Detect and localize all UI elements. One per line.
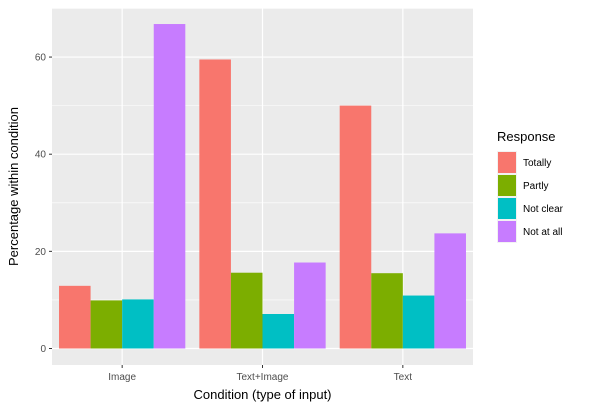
bar-not-at-all-image <box>153 24 186 349</box>
x-tick-label: Text+Image <box>237 372 289 383</box>
legend-label: Totally <box>523 158 551 169</box>
y-axis-title: Percentage within condition <box>6 107 21 266</box>
y-axis: 0 20 40 60 <box>35 53 52 355</box>
bar-not-clear-text <box>402 295 435 349</box>
bar-partly-image <box>90 300 123 349</box>
bar-not-at-all-text-image <box>294 262 326 349</box>
legend-label: Not clear <box>523 204 564 215</box>
bar-partly-text-image <box>230 272 263 349</box>
bar-partly-text <box>371 273 403 349</box>
legend: Response Totally Partly Not clear Not at al… <box>497 129 564 243</box>
legend-key <box>498 221 516 242</box>
bar-totally-text-image <box>199 59 231 349</box>
y-tick-label: 20 <box>35 247 47 258</box>
legend-label: Not at all <box>523 227 562 238</box>
x-tick-label: Image <box>108 372 136 383</box>
legend-title: Response <box>497 129 556 144</box>
bar-not-clear-image <box>122 299 154 349</box>
legend-key <box>498 152 516 173</box>
y-tick-label: 60 <box>35 53 47 64</box>
bar-not-at-all-text <box>434 233 466 349</box>
bar-totally-text <box>339 105 372 349</box>
bar-not-clear-text-image <box>262 314 295 349</box>
legend-key <box>498 198 516 219</box>
x-axis: Image Text+Image Text <box>108 365 412 383</box>
x-tick-label: Text <box>394 372 413 383</box>
bars <box>59 24 466 349</box>
legend-label: Partly <box>523 181 549 192</box>
y-tick-label: 0 <box>40 344 46 355</box>
bar-totally-image <box>59 285 91 349</box>
y-tick-label: 40 <box>35 150 47 161</box>
legend-key <box>498 175 516 196</box>
x-axis-title: Condition (type of input) <box>193 387 331 402</box>
